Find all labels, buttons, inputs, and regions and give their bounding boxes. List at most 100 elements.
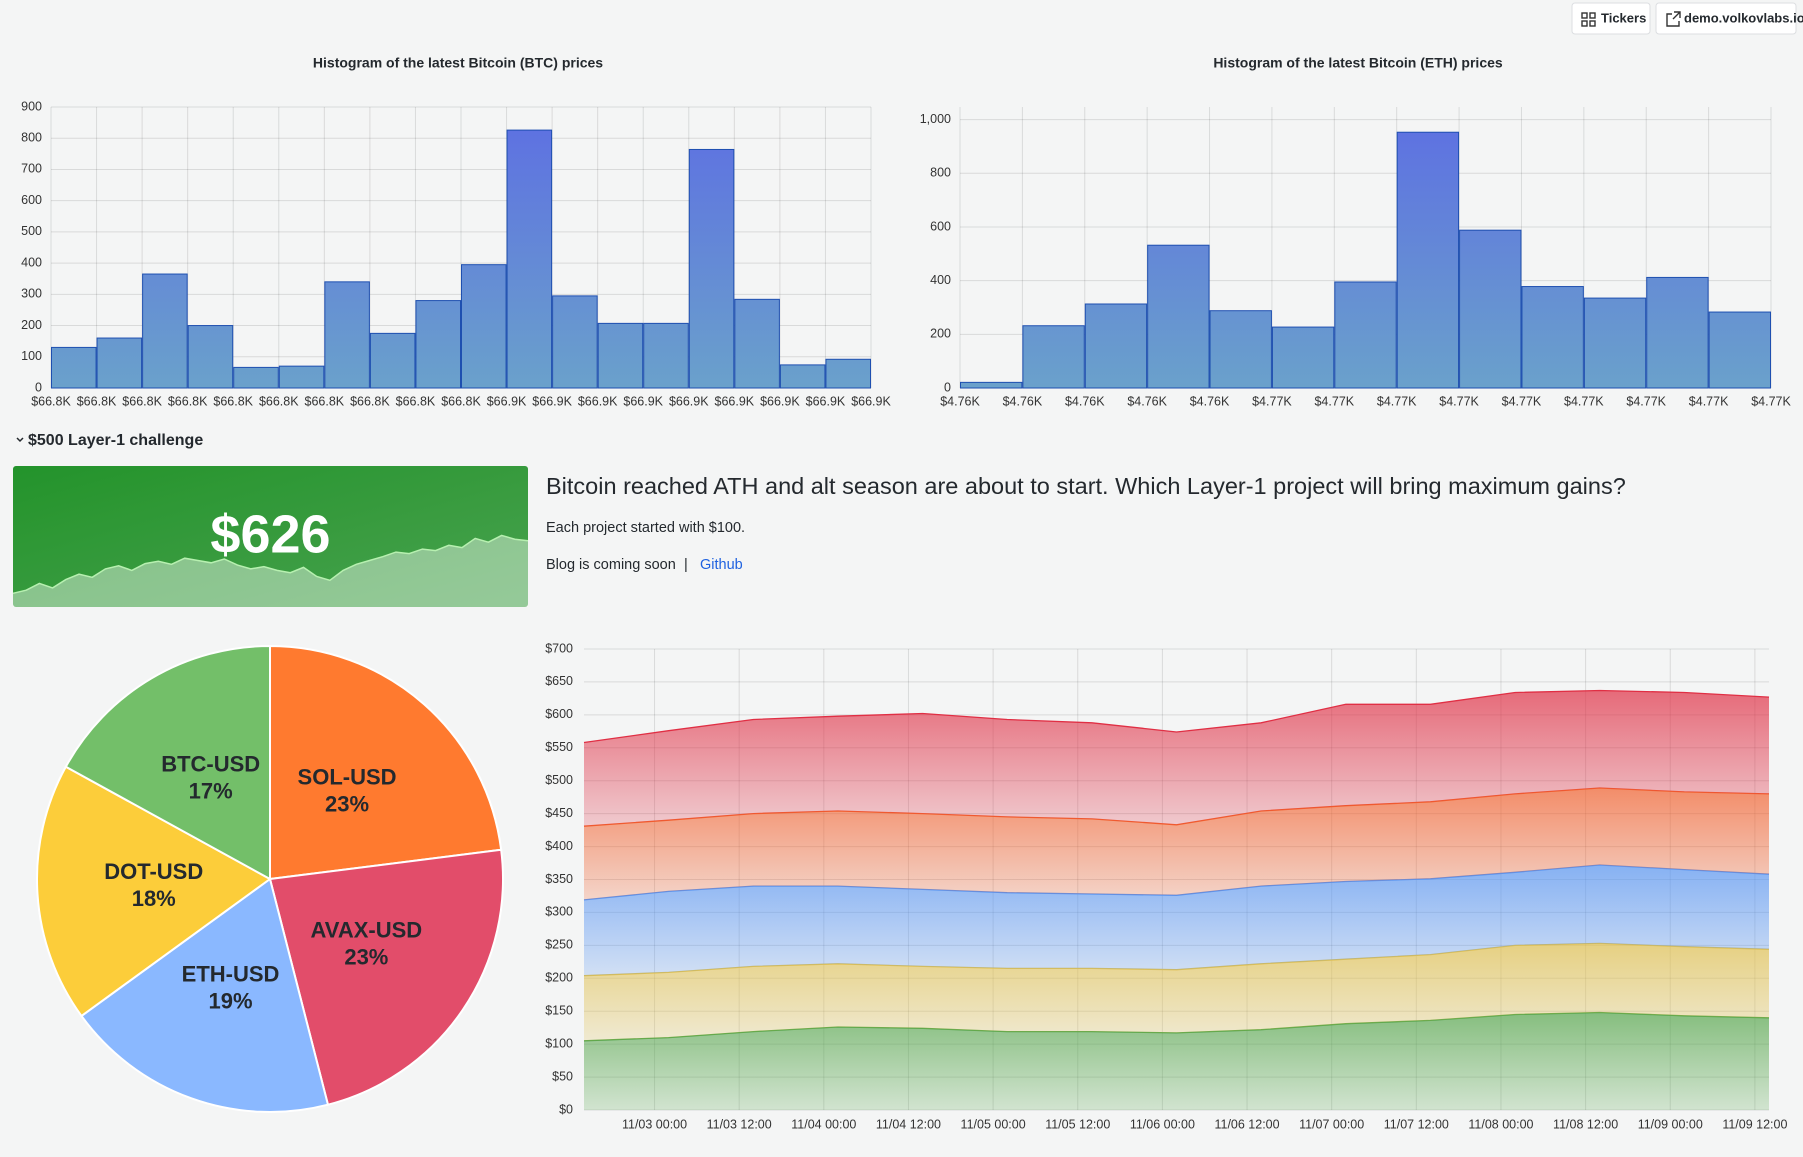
x-tick-label: $66.9K xyxy=(851,394,891,408)
bar xyxy=(1022,325,1085,389)
text-paragraph: Each project started with $100. xyxy=(546,520,745,536)
x-tick-label: $66.8K xyxy=(350,394,390,408)
x-tick-label: 11/07 00:00 xyxy=(1299,1117,1364,1131)
x-tick-label: $4.77K xyxy=(1377,394,1417,408)
pie-slice xyxy=(36,765,272,1018)
slice-label: DOT-USD xyxy=(104,859,203,884)
x-tick-label: 11/08 12:00 xyxy=(1553,1117,1618,1131)
x-tick-label: $66.9K xyxy=(806,394,846,408)
y-tick-label: $150 xyxy=(545,1004,573,1018)
y-tick-label: 100 xyxy=(21,349,42,363)
bar xyxy=(1583,297,1647,389)
x-tick-label: 11/04 12:00 xyxy=(876,1117,941,1131)
text-footer: Blog is coming soon xyxy=(546,557,676,573)
y-tick-label: 1,000 xyxy=(920,112,951,126)
x-tick-label: $66.9K xyxy=(623,394,663,408)
sparkline xyxy=(12,534,529,595)
bar xyxy=(1521,286,1584,389)
bar xyxy=(552,295,598,389)
y-tick-label: $500 xyxy=(545,773,573,787)
histogram: 0 100 200 300 400 500 600 700 800 900 $66.8K $66.8K… xyxy=(21,99,891,408)
pie-slice xyxy=(80,877,330,1113)
area-fill xyxy=(584,1012,1769,1110)
bar xyxy=(1646,276,1709,389)
pie: SOL-USD23%AVAX-USD23%ETH-USD19%DOT-USD18… xyxy=(36,644,504,1113)
bar xyxy=(1084,303,1148,389)
bar xyxy=(96,337,143,389)
slice-label: ETH-USD xyxy=(182,961,280,986)
x-tick-label: $4.77K xyxy=(1689,394,1729,408)
slice-label: AVAX-USD xyxy=(311,917,423,942)
x-tick-label: $66.9K xyxy=(669,394,709,408)
x-tick-label: 11/05 00:00 xyxy=(961,1117,1026,1131)
y-tick-label: $350 xyxy=(545,872,573,886)
row-title[interactable]: $500 Layer-1 challenge xyxy=(28,432,203,449)
x-tick-label: $66.8K xyxy=(168,394,208,408)
y-tick-label: 300 xyxy=(21,287,42,301)
x-tick-label: $4.77K xyxy=(1502,394,1542,408)
y-tick-label: 0 xyxy=(944,380,951,394)
x-tick-label: $66.8K xyxy=(31,394,71,408)
button-frame[interactable] xyxy=(1655,2,1797,35)
bar xyxy=(960,381,1023,389)
slice-label: SOL-USD xyxy=(298,764,397,789)
x-tick-label: $66.8K xyxy=(259,394,299,408)
github-link[interactable]: Github xyxy=(700,557,743,573)
stat-background xyxy=(13,466,528,607)
bar xyxy=(369,332,416,389)
sparkline-area xyxy=(13,535,528,607)
y-tick-label: 0 xyxy=(35,380,42,394)
area-fill xyxy=(584,865,1769,976)
y-tick-label: 400 xyxy=(21,255,42,269)
bar xyxy=(1459,229,1522,389)
x-tick-label: $4.76K xyxy=(1127,394,1167,408)
x-tick-label: $66.9K xyxy=(578,394,618,408)
x-tick-label: $66.9K xyxy=(532,394,572,408)
x-tick-label: $66.8K xyxy=(77,394,117,408)
bar xyxy=(1708,311,1771,389)
x-tick-label: $4.77K xyxy=(1314,394,1354,408)
bar xyxy=(1396,131,1460,389)
y-tick-label: 900 xyxy=(21,99,42,113)
collapse-chevron[interactable] xyxy=(16,437,24,443)
area-line xyxy=(583,689,1770,744)
y-tick-label: $400 xyxy=(545,839,573,853)
charts: 0 100 200 300 400 500 600 700 800 900 $66.8K $66.8K… xyxy=(12,99,1791,1131)
bar xyxy=(688,148,735,389)
button-label[interactable]: Tickers xyxy=(1601,10,1646,25)
stat-panel: $626 xyxy=(12,466,529,607)
bar xyxy=(1334,281,1397,389)
y-tick-label: 600 xyxy=(21,193,42,207)
y-tick-label: $450 xyxy=(545,806,573,820)
tickers-button[interactable]: Tickers xyxy=(1571,2,1651,35)
y-tick-label: 700 xyxy=(21,162,42,176)
external-link-icon xyxy=(1666,11,1681,27)
y-tick-label: $700 xyxy=(545,641,573,655)
x-tick-label: $4.77K xyxy=(1439,394,1479,408)
y-tick-label: 200 xyxy=(21,318,42,332)
stat-value: $626 xyxy=(210,504,330,564)
pie-slice xyxy=(64,644,271,881)
button-label[interactable]: demo.volkovlabs.io xyxy=(1684,10,1803,25)
stat-shade xyxy=(13,466,528,607)
demo-link-button[interactable]: demo.volkovlabs.io xyxy=(1655,2,1803,35)
bar xyxy=(825,358,872,389)
bar xyxy=(1271,326,1335,389)
x-tick-label: $4.76K xyxy=(940,394,980,408)
separator: | xyxy=(684,557,688,573)
bar xyxy=(597,322,644,389)
bar xyxy=(278,365,325,389)
y-tick-label: $250 xyxy=(545,938,573,952)
x-tick-label: 11/03 00:00 xyxy=(622,1117,687,1131)
bar xyxy=(324,281,370,389)
x-tick-label: $66.9K xyxy=(487,394,527,408)
bar xyxy=(779,364,826,389)
y-tick-label: $200 xyxy=(545,971,573,985)
bar xyxy=(1147,244,1210,389)
pie-slice xyxy=(268,848,504,1106)
x-tick-label: $66.8K xyxy=(441,394,481,408)
y-tick-label: $0 xyxy=(559,1102,573,1116)
x-tick-label: $4.77K xyxy=(1626,394,1666,408)
x-tick-label: $4.77K xyxy=(1564,394,1604,408)
stacked-area-chart: $0 $50 $100 $150 $200 $250 $300 $350 $400 $450 $50… xyxy=(545,641,1787,1131)
